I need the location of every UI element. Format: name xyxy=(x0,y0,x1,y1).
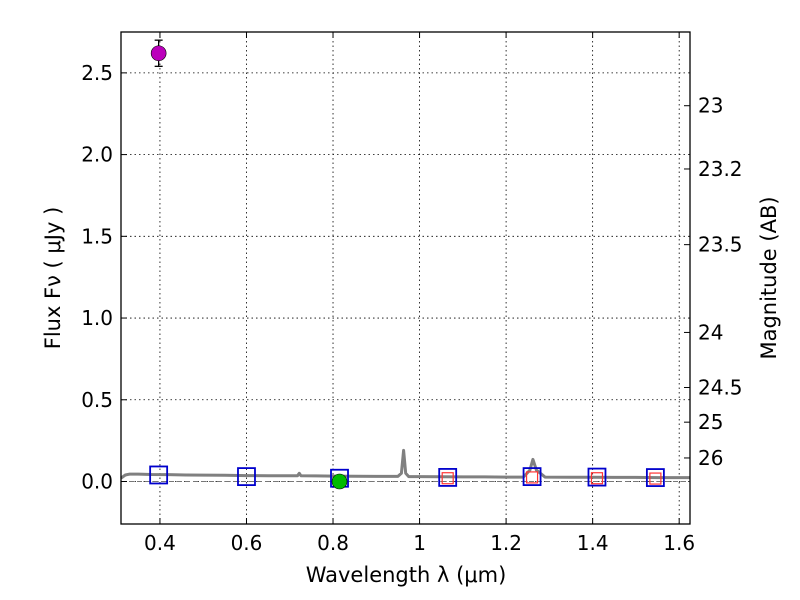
x-axis-ticks: 0.4 0.6 0.8 1 1.2 1.4 1.6 xyxy=(144,32,695,555)
spectrum-line xyxy=(120,448,690,480)
observed-photometry-marker xyxy=(649,472,662,485)
model-photometry-marker xyxy=(587,467,607,487)
y2-tick-label: 23.2 xyxy=(698,157,743,181)
y-tick-label: 0.5 xyxy=(81,388,113,412)
y2-tick-label: 24 xyxy=(698,320,723,344)
observed-photometry-marker xyxy=(525,471,539,484)
y-tick-label: 1.0 xyxy=(81,306,113,330)
x-axis-label: Wavelength λ (μm) xyxy=(306,563,507,587)
x-tick-label: 1 xyxy=(413,531,426,555)
y2-axis-ticks: 23 23.2 23.5 24 24.5 25 26 xyxy=(684,94,743,470)
y-tick-label: 1.5 xyxy=(81,224,113,248)
observed-photometry-marker xyxy=(441,472,454,485)
model-photometry-marker xyxy=(645,468,665,487)
x-tick-label: 1.4 xyxy=(577,531,609,555)
model-photometry-marker xyxy=(522,467,542,486)
y-tick-label: 0.0 xyxy=(81,470,113,494)
y-axis-label: Flux Fν ( μJy ) xyxy=(41,207,65,350)
magenta-point-marker xyxy=(150,45,167,62)
model-photometry-marker xyxy=(438,468,458,487)
green-point-marker xyxy=(331,473,348,490)
x-tick-label: 0.8 xyxy=(317,531,349,555)
y2-tick-label: 23.5 xyxy=(698,233,743,257)
model-photometry-marker xyxy=(237,467,256,486)
x-tick-label: 0.4 xyxy=(144,531,176,555)
y-axis-ticks: 0.0 0.5 1.0 1.5 2.0 2.5 xyxy=(81,61,127,494)
x-tick-label: 0.6 xyxy=(231,531,263,555)
observed-photometry-marker xyxy=(590,472,604,485)
y-tick-label: 2.5 xyxy=(81,61,113,85)
y2-axis-label: Magnitude (AB) xyxy=(757,196,781,359)
y2-tick-label: 26 xyxy=(698,446,723,470)
x-tick-label: 1.6 xyxy=(663,531,695,555)
data-series xyxy=(120,39,690,490)
plot-frame xyxy=(120,31,691,525)
x-tick-label: 1.2 xyxy=(490,531,522,555)
y-tick-label: 2.0 xyxy=(81,143,113,167)
y2-tick-label: 23 xyxy=(698,94,723,118)
model-photometry-marker xyxy=(149,465,169,485)
y2-tick-label: 24.5 xyxy=(698,376,743,400)
y2-tick-label: 25 xyxy=(698,410,723,434)
grid xyxy=(121,32,690,524)
